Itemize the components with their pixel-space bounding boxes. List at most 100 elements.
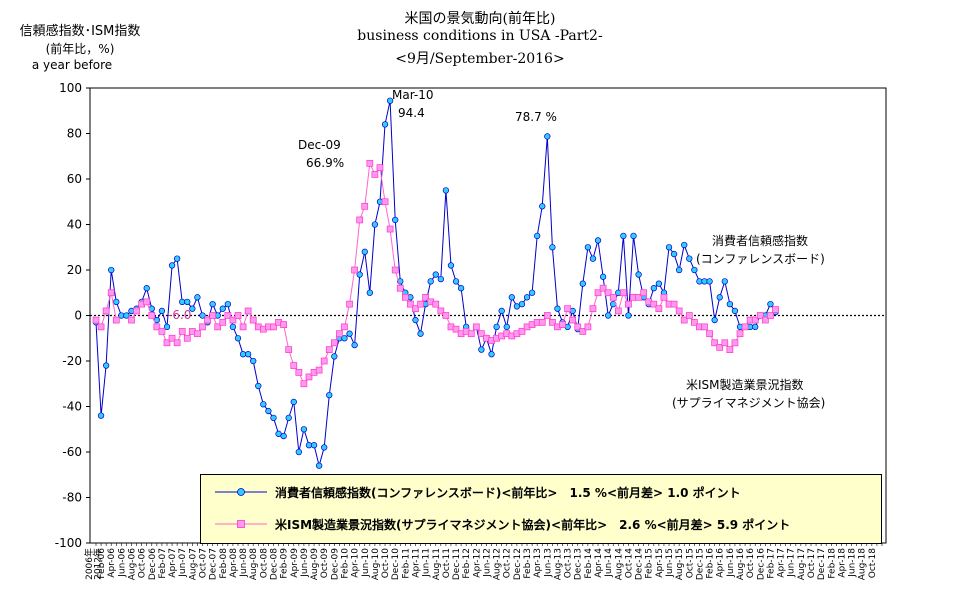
- x-tick-label: Dec-17: [817, 548, 827, 580]
- x-tick-label: Dec-13: [574, 548, 584, 580]
- series-2-point: [97, 323, 105, 331]
- series-1-point: [534, 232, 541, 240]
- series-2-point: [478, 330, 485, 338]
- series-2-point: [361, 202, 369, 210]
- series-2-point: [538, 318, 546, 326]
- series-1-point: [544, 133, 551, 140]
- x-tick-label: Apr-12: [472, 548, 482, 578]
- series-2-point: [706, 330, 713, 338]
- x-tick-label: Feb-06: [97, 548, 107, 579]
- series-1-point: [265, 407, 272, 415]
- x-tick-label: Aug-16: [736, 548, 746, 581]
- legend: 消費者信頼感指数(コンファレンスボード)<前年比> 1.5 %<前月差> 1.0…: [200, 474, 882, 544]
- series-1-point: [321, 444, 328, 451]
- series-1-point: [706, 278, 713, 285]
- x-tick-label: Apr-15: [655, 548, 665, 578]
- series-2-point: [183, 334, 191, 342]
- series-2-point: [543, 312, 551, 319]
- series-2-point: [153, 323, 161, 331]
- series-2-point: [315, 366, 323, 374]
- annotation-ism-source: (サプライマネジメント協会): [672, 396, 826, 410]
- series-2-point: [112, 316, 120, 324]
- x-tick-label: Oct-09: [320, 548, 330, 579]
- series-2-point: [168, 334, 176, 342]
- series-2-point: [330, 339, 338, 347]
- series-1-point: [224, 300, 231, 308]
- series-1-point: [635, 271, 642, 278]
- x-year-label: 2012年: [91, 548, 103, 580]
- series-1-point: [351, 341, 358, 349]
- series-1-point: [726, 300, 734, 308]
- series-2-point: [599, 284, 607, 292]
- series-2-point: [244, 307, 252, 315]
- series-1-point: [331, 353, 338, 360]
- series-1-point: [244, 351, 252, 358]
- series-1-point: [721, 278, 728, 285]
- x-tick-label: Oct-14: [624, 548, 634, 579]
- x-tick-label: Jun-13: [543, 548, 553, 578]
- series-2-point: [670, 300, 678, 308]
- y-axis-label-3: a year before: [31, 58, 113, 72]
- series-2-point: [731, 339, 739, 347]
- series-1-point: [275, 430, 282, 437]
- series-1-point: [655, 280, 663, 287]
- series-1-point: [143, 285, 150, 292]
- series-1-point: [767, 300, 774, 308]
- x-tick-label: Dec-08: [269, 548, 279, 580]
- series-2-point: [143, 298, 151, 306]
- y-tick-label: -80: [62, 491, 82, 505]
- x-tick-label: Jun-10: [361, 548, 371, 578]
- x-tick-label: Feb-10: [340, 548, 350, 579]
- series-1-point: [260, 401, 267, 408]
- series-1-point: [493, 323, 500, 331]
- series-1-point: [620, 232, 627, 240]
- x-tick-label: Aug-14: [614, 548, 624, 581]
- x-tick-label: Apr-14: [594, 548, 604, 578]
- series-1-point: [503, 323, 510, 331]
- series-2-point: [280, 321, 287, 328]
- x-tick-label: Aug-10: [371, 548, 381, 581]
- series-2-point: [376, 164, 384, 171]
- series-2-point: [584, 323, 592, 331]
- y-tick-label: 80: [67, 127, 82, 141]
- series-1-point: [670, 250, 678, 258]
- x-tick-label: Oct-18: [868, 548, 878, 579]
- series-2-point: [158, 328, 166, 335]
- series-1-point: [366, 289, 373, 296]
- series-2-point: [417, 300, 424, 308]
- x-tick-label: Dec-15: [695, 548, 705, 580]
- series-2-point: [614, 307, 622, 315]
- series-1-point: [113, 298, 120, 306]
- series-2-point: [214, 323, 222, 331]
- series-2-point: [772, 306, 779, 313]
- x-tick-label: Feb-18: [827, 548, 837, 579]
- x-tick-label: Dec-11: [452, 548, 462, 580]
- series-1-point: [599, 273, 607, 280]
- legend-label-series2: 米ISM製造業景況指数(サプライマネジメント協会)<前年比> 2.6 %<前月差…: [275, 518, 791, 532]
- series-2-point: [589, 305, 597, 313]
- series-2-point: [711, 339, 719, 347]
- series-1-point: [290, 398, 297, 406]
- series-1-point: [716, 294, 723, 301]
- annotation-cc-name: 消費者信頼感指数: [712, 234, 809, 248]
- series-1-point: [676, 266, 683, 274]
- series-2-point: [325, 346, 333, 353]
- series-2-point: [92, 316, 100, 324]
- x-tick-label: Jun-09: [300, 548, 310, 578]
- series-2-point: [300, 380, 308, 388]
- series-1-point: [594, 237, 602, 244]
- series-1: [92, 97, 779, 469]
- series-1-point: [457, 285, 465, 292]
- x-tick-label: Feb-16: [706, 548, 716, 579]
- series-1-point: [508, 294, 515, 301]
- x-tick-label: Apr-10: [351, 548, 361, 578]
- series-1-point: [447, 262, 455, 269]
- series-1-point: [539, 203, 546, 210]
- series-2-point: [204, 316, 211, 324]
- series-2-point: [726, 346, 734, 353]
- series-2-point: [163, 339, 171, 347]
- series-2-point: [366, 159, 374, 167]
- series-2-point: [351, 266, 358, 274]
- series-2-point: [209, 312, 216, 319]
- x-tick-label: Oct-12: [503, 548, 513, 578]
